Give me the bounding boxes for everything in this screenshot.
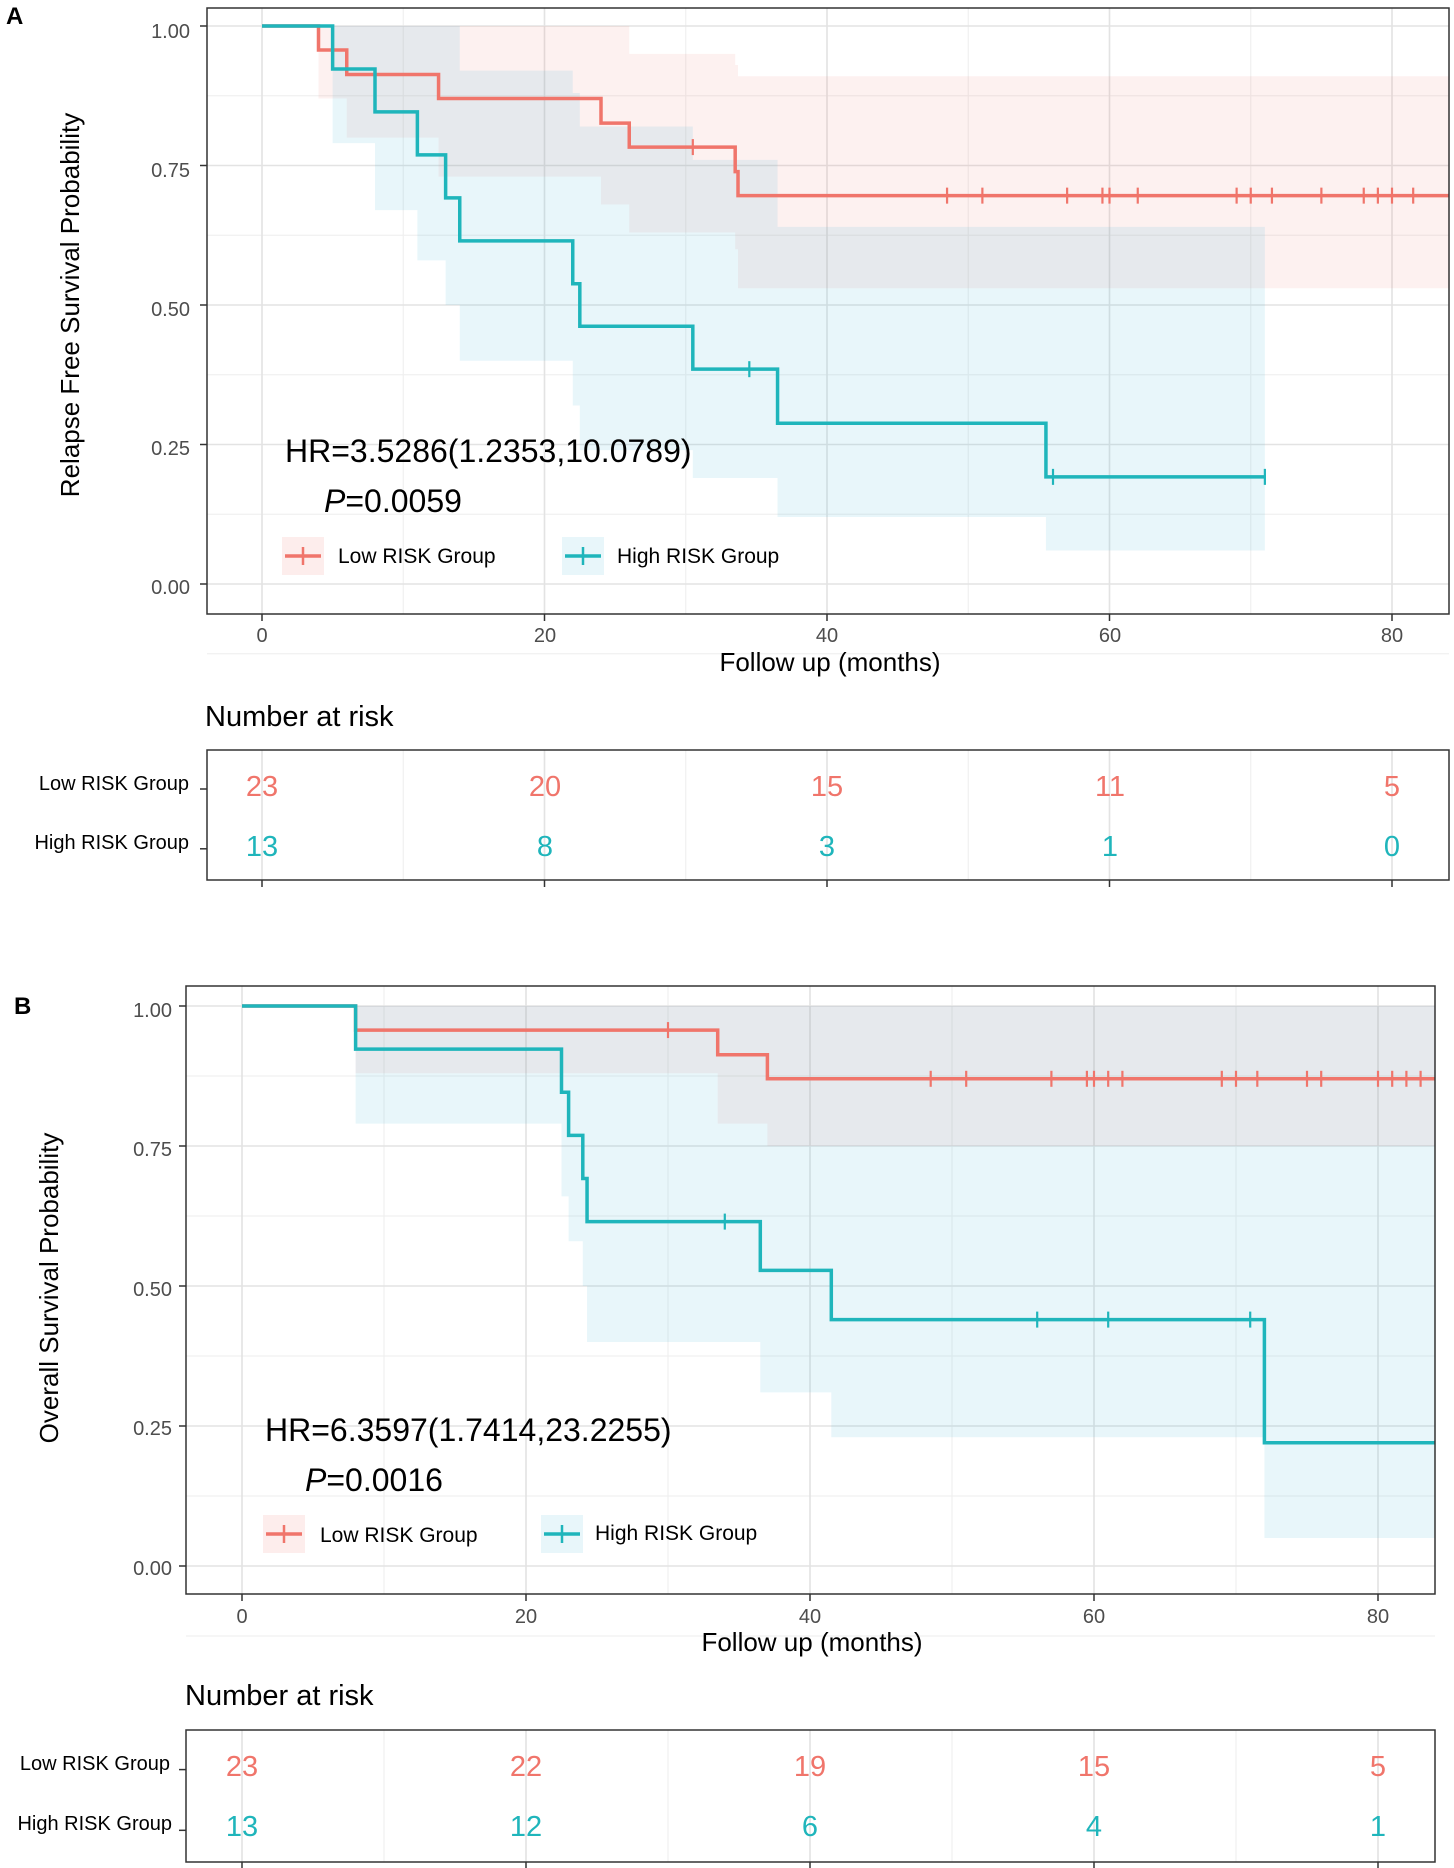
panel-b-x-tick-marks xyxy=(241,1594,1379,1601)
panel-b-legend: Low RISK Group High RISK Group xyxy=(263,1515,757,1553)
panel-b-hazard-ratio: HR=6.3597(1.7414,23.2255) xyxy=(265,1412,672,1448)
panel-a-letter: A xyxy=(6,3,23,30)
panel-b-xtick-label: 40 xyxy=(799,1606,821,1628)
panel-a-x-axis-title: Follow up (months) xyxy=(719,647,940,677)
panel-a-risk-tick-marks xyxy=(200,788,1393,887)
panel-b-confidence-bands xyxy=(242,1006,1435,1538)
panel-a-x-axis: 0 20 40 60 80 xyxy=(256,625,1403,647)
risk-count-high: 6 xyxy=(802,1811,818,1843)
panel-b-x-axis: 0 20 40 60 80 xyxy=(236,1606,1389,1628)
panel-a-confidence-bands xyxy=(262,26,1449,551)
panel-a-xtick-label: 20 xyxy=(534,625,556,647)
risk-count-low: 19 xyxy=(794,1751,826,1783)
p-value-text: =0.0059 xyxy=(345,483,462,519)
panel-a-xtick-label: 80 xyxy=(1381,625,1403,647)
panel-b-risk-table: Number at risk Low RISK Group High RISK … xyxy=(17,1680,1436,1868)
panel-b-xtick-label: 80 xyxy=(1367,1606,1389,1628)
panel-a-ytick-label: 0.75 xyxy=(151,160,190,182)
panel-a-ytick-label: 0.25 xyxy=(151,438,190,460)
risk-count-low: 5 xyxy=(1384,771,1400,803)
panel-a-hazard-ratio: HR=3.5286(1.2353,10.0789) xyxy=(285,433,692,469)
panel-a-ytick-label: 0.00 xyxy=(151,577,190,599)
panel-b-ytick-label: 1.00 xyxy=(133,1000,172,1022)
panel-a-risk-label-low: Low RISK Group xyxy=(39,773,189,795)
p-label: P xyxy=(324,483,346,519)
panel-a-xtick-label: 40 xyxy=(816,625,838,647)
panel-a-survival-curves xyxy=(262,24,1449,479)
panel-b-ytick-label: 0.00 xyxy=(133,1558,172,1580)
panel-b: B 0.00 0.25 0.50 0.75 1.00 0 20 40 60 80… xyxy=(14,985,1436,1868)
legend-low-label: Low RISK Group xyxy=(338,545,496,568)
panel-b-risk-label-high: High RISK Group xyxy=(17,1813,172,1835)
high-risk-survival-line xyxy=(262,24,1265,479)
panel-b-risk-gridlines xyxy=(241,1730,1379,1862)
high-risk-ci-band xyxy=(262,26,1265,551)
risk-count-high: 1 xyxy=(1102,831,1118,863)
panel-a-risk-table: Number at risk Low RISK Group High RISK … xyxy=(34,701,1450,887)
risk-count-low: 15 xyxy=(811,771,843,803)
panel-b-survival-curves xyxy=(242,1004,1435,1445)
risk-count-low: 23 xyxy=(246,771,278,803)
risk-count-high: 8 xyxy=(537,831,553,863)
panel-b-xtick-label: 0 xyxy=(236,1606,247,1628)
panel-a-risk-label-high: High RISK Group xyxy=(34,832,189,854)
panel-a-gridlines xyxy=(207,8,1449,655)
panel-a-plot-border xyxy=(206,7,1450,615)
panel-b-ytick-label: 0.50 xyxy=(133,1279,172,1301)
panel-a-censor-marks xyxy=(691,139,1415,485)
legend-high-label: High RISK Group xyxy=(617,545,779,568)
panel-a-y-tick-marks xyxy=(200,25,207,585)
panel-b-risk-title: Number at risk xyxy=(185,1680,374,1712)
panel-b-y-axis: 0.00 0.25 0.50 0.75 1.00 xyxy=(133,1000,172,1580)
panel-a: A 0.00 0.25 0.50 0.75 1.00 0 20 40 60 80… xyxy=(6,3,1450,887)
panel-b-risk-label-low: Low RISK Group xyxy=(20,1753,170,1775)
panel-a-x-tick-marks xyxy=(261,614,1393,621)
low-risk-ci-band xyxy=(242,1006,1435,1146)
panel-b-ytick-label: 0.75 xyxy=(133,1139,172,1161)
legend-low-label: Low RISK Group xyxy=(320,1524,478,1547)
risk-count-high: 0 xyxy=(1384,831,1400,863)
panel-b-risk-tick-marks xyxy=(179,1768,1379,1868)
risk-count-low: 20 xyxy=(529,771,561,803)
panel-b-y-tick-marks xyxy=(179,1005,186,1567)
risk-count-high: 1 xyxy=(1370,1811,1386,1843)
panel-b-letter: B xyxy=(14,993,31,1020)
risk-count-low: 23 xyxy=(226,1751,258,1783)
panel-b-xtick-label: 20 xyxy=(515,1606,537,1628)
legend-high-label: High RISK Group xyxy=(595,1522,757,1545)
panel-a-risk-gridlines xyxy=(261,750,1393,880)
risk-count-low: 5 xyxy=(1370,1751,1386,1783)
risk-count-high: 4 xyxy=(1086,1811,1102,1843)
risk-count-high: 13 xyxy=(246,831,278,863)
panel-a-ytick-label: 0.50 xyxy=(151,299,190,321)
panel-b-xtick-label: 60 xyxy=(1083,1606,1105,1628)
risk-count-low: 22 xyxy=(510,1751,542,1783)
panel-a-xtick-label: 0 xyxy=(256,625,267,647)
p-label: P xyxy=(305,1462,327,1498)
risk-count-high: 13 xyxy=(226,1811,258,1843)
risk-count-low: 15 xyxy=(1078,1751,1110,1783)
panel-a-legend: Low RISK Group High RISK Group xyxy=(282,537,779,575)
high-risk-ci-band xyxy=(242,1006,1435,1538)
panel-b-y-axis-title: Overall Survival Probability xyxy=(34,1133,64,1444)
panel-a-xtick-label: 60 xyxy=(1099,625,1121,647)
risk-count-high: 12 xyxy=(510,1811,542,1843)
low-risk-ci-band xyxy=(262,26,1449,289)
p-value-text: =0.0016 xyxy=(326,1462,443,1498)
panel-b-gridlines xyxy=(186,986,1435,1637)
panel-b-censor-marks xyxy=(666,1022,1422,1328)
panel-a-ytick-label: 1.00 xyxy=(151,21,190,43)
high-risk-survival-line xyxy=(242,1004,1435,1445)
panel-b-p-value: P=0.0016 xyxy=(305,1462,443,1498)
panel-a-risk-title: Number at risk xyxy=(205,701,394,733)
panel-b-ytick-label: 0.25 xyxy=(133,1418,172,1440)
panel-a-y-axis-title: Relapse Free Survival Probability xyxy=(55,113,85,497)
risk-count-high: 3 xyxy=(819,831,835,863)
risk-count-low: 11 xyxy=(1095,771,1125,803)
panel-b-x-axis-title: Follow up (months) xyxy=(701,1627,922,1657)
panel-a-y-axis: 0.00 0.25 0.50 0.75 1.00 xyxy=(151,21,190,599)
panel-a-p-value: P=0.0059 xyxy=(324,483,462,519)
panel-a-risk-border xyxy=(206,749,1450,881)
